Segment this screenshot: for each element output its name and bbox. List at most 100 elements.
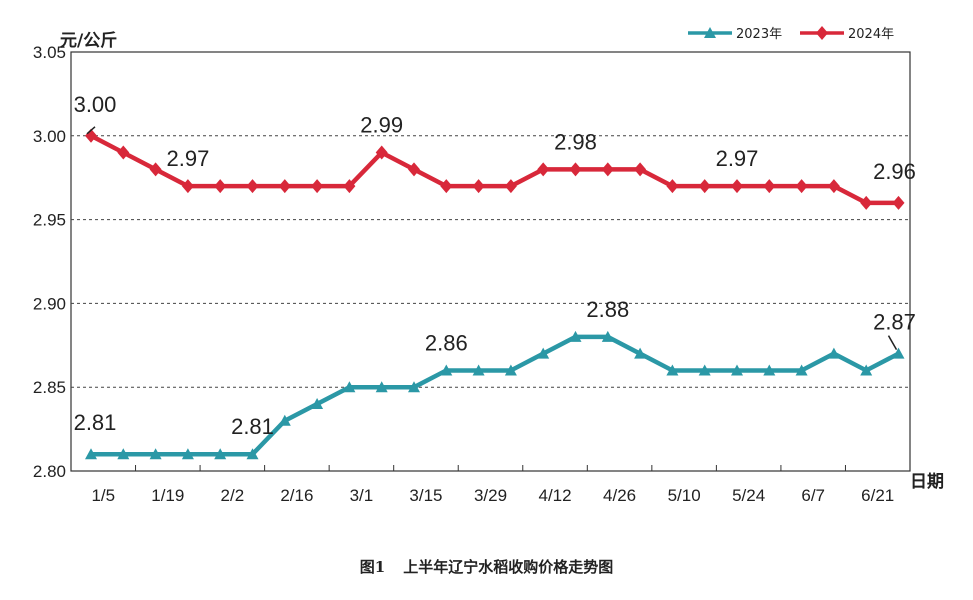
y-tick-label: 2.95 (33, 211, 66, 230)
caption-title: 上半年辽宁水稻收购价格走势图 (403, 558, 614, 576)
data-point (246, 448, 259, 460)
x-tick-label: 1/19 (151, 486, 184, 505)
y-tick-label: 2.85 (33, 378, 66, 397)
data-point (892, 347, 905, 359)
data-label: 2.97 (166, 146, 209, 171)
data-point (278, 414, 291, 426)
data-point (246, 179, 259, 194)
data-point (537, 347, 550, 359)
data-point (601, 162, 614, 177)
y-axis-ticks: 2.80 2.85 2.90 2.95 3.00 3.05 (33, 43, 66, 481)
data-point (149, 448, 162, 460)
data-point (698, 179, 711, 194)
x-tick-label: 3/1 (350, 486, 374, 505)
data-label: 2.87 (873, 310, 916, 335)
data-point (214, 448, 227, 460)
data-point (504, 179, 517, 194)
data-point (860, 195, 873, 210)
y-tick-label: 2.80 (33, 462, 66, 481)
data-point (731, 364, 743, 376)
series-line (89, 133, 899, 206)
data-label: 2.99 (360, 113, 403, 138)
legend-label: 2023年 (736, 27, 782, 42)
x-unit-label: 日期 (910, 472, 944, 492)
y-tick-label: 3.00 (33, 127, 66, 146)
data-point (343, 179, 356, 194)
data-point (666, 179, 679, 194)
data-point (634, 347, 647, 359)
data-point (795, 364, 808, 376)
data-label: 2.86 (425, 330, 468, 355)
data-point (311, 179, 324, 194)
data-label: 2.98 (554, 129, 597, 154)
data-point (472, 179, 485, 194)
data-point (149, 162, 162, 177)
data-point (504, 364, 517, 376)
x-tick-label: 5/10 (668, 486, 701, 505)
data-point (892, 195, 905, 210)
data-point (666, 364, 679, 376)
data-point (601, 330, 614, 342)
data-label: 2.81 (74, 410, 117, 435)
x-tick-label: 2/2 (221, 486, 245, 505)
data-point (278, 179, 291, 194)
figure-caption: 图1 上半年辽宁水稻收购价格走势图 (0, 556, 973, 577)
data-point (311, 397, 324, 409)
data-point (860, 364, 873, 376)
data-point (181, 179, 194, 194)
caption-number: 图1 (359, 558, 386, 576)
data-label: 2.96 (873, 159, 916, 184)
data-point (375, 145, 388, 160)
y-tick-label: 2.90 (33, 294, 66, 313)
data-point (343, 381, 356, 393)
data-point (472, 364, 485, 376)
data-point (181, 448, 194, 460)
legend: 2023年 2024年 (688, 26, 894, 42)
data-point (763, 364, 776, 376)
legend-label: 2024年 (848, 27, 894, 42)
legend-marker (816, 26, 828, 40)
data-point (827, 179, 840, 194)
x-tick-label: 3/29 (474, 486, 507, 505)
x-tick-label: 6/7 (801, 486, 825, 505)
data-point (408, 381, 420, 393)
x-tick-label: 4/12 (538, 486, 571, 505)
plot-frame (70, 51, 911, 472)
y-unit-label: 元/公斤 (60, 31, 117, 51)
series-2024: 3.00 2.97 2.99 2.98 2.97 2.96 (74, 92, 916, 210)
label-leader (86, 126, 96, 135)
series-2023: 2.81 2.81 2.86 2.88 2.87 (74, 297, 916, 460)
label-leader (887, 335, 898, 351)
series-layer: 2.81 2.81 2.86 2.88 2.87 3.00 2.97 2.99 2.98 2.97… (74, 92, 916, 460)
data-point (440, 364, 453, 376)
data-point (440, 179, 453, 194)
data-label: 3.00 (74, 92, 117, 117)
x-tick-label: 6/21 (861, 486, 894, 505)
x-tick-label: 5/24 (732, 486, 765, 505)
x-tick-label: 4/26 (603, 486, 636, 505)
data-point (537, 162, 550, 177)
series-line (91, 334, 900, 457)
gridlines (71, 135, 910, 388)
data-point (634, 162, 647, 177)
y-tick-label: 3.05 (33, 43, 66, 62)
data-label: 2.81 (231, 414, 274, 439)
data-point (569, 162, 582, 177)
data-point (763, 179, 776, 194)
data-point (375, 381, 388, 393)
x-axis-ticks: 1/5 1/19 2/2 2/16 3/1 3/15 3/29 4/12 4/26 5/10 5/2… (91, 465, 911, 505)
data-point (117, 448, 130, 460)
data-point (731, 179, 743, 194)
data-label: 2.88 (586, 297, 629, 322)
data-point (795, 179, 808, 194)
data-point (117, 145, 130, 160)
x-tick-label: 3/15 (409, 486, 442, 505)
data-point (214, 179, 227, 194)
price-trend-chart: 2.80 2.85 2.90 2.95 3.00 3.05 1/5 1/19 2/2 2/16 3… (33, 26, 944, 505)
data-point (827, 347, 840, 359)
x-tick-label: 2/16 (280, 486, 313, 505)
data-point (85, 448, 97, 460)
x-tick-label: 1/5 (91, 486, 115, 505)
legend-marker (704, 27, 716, 38)
data-point (698, 364, 711, 376)
